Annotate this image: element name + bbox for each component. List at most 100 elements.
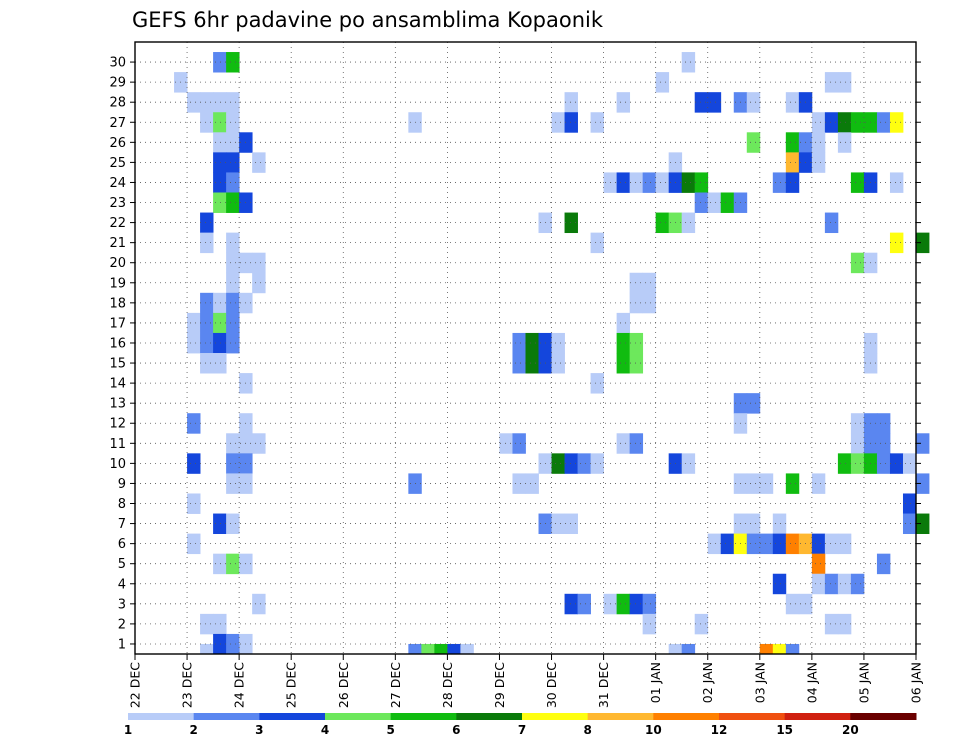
heatmap-cell [642, 593, 657, 615]
heatmap-cell [226, 192, 240, 213]
legend-swatch [390, 713, 457, 720]
y-axis: 1234567891011121314151617181920212223242… [109, 56, 921, 652]
heatmap-cell [187, 92, 201, 113]
heatmap-cell [213, 292, 227, 314]
heatmap-cell [616, 172, 631, 193]
heatmap-cell [681, 52, 696, 73]
heatmap-cell [551, 453, 565, 474]
heatmap-cell [785, 643, 800, 655]
heatmap-cell [226, 332, 240, 354]
heatmap-cell [525, 332, 539, 354]
legend-label: 10 [645, 723, 662, 737]
heatmap-cell [616, 92, 631, 113]
y-tick-label: 12 [109, 417, 126, 432]
x-tick-label: 06 JAN [909, 662, 924, 703]
heatmap-cell [226, 232, 240, 254]
heatmap-cell [213, 353, 227, 374]
heatmap-cell [824, 112, 839, 133]
heatmap-cell [811, 553, 826, 575]
heatmap-cell [850, 252, 865, 274]
heatmap-cell [213, 312, 227, 334]
heatmap-cell [876, 553, 891, 575]
heatmap-cell [213, 92, 227, 113]
y-tick-label: 28 [109, 96, 126, 111]
heatmap-cell [850, 453, 865, 474]
x-tick-label: 04 JAN [804, 662, 819, 703]
heatmap-cell [902, 513, 917, 535]
heatmap-cell [187, 413, 201, 434]
heatmap-cell [681, 453, 696, 474]
y-tick-label: 23 [109, 196, 126, 211]
heatmap-cell [200, 232, 214, 254]
legend-label: 12 [711, 723, 728, 737]
heatmap-cell [759, 643, 774, 655]
heatmap-cell [889, 453, 904, 474]
heatmap-cell [837, 573, 852, 595]
heatmap-cell [564, 112, 578, 133]
legend-swatch [522, 713, 589, 720]
heatmap-cell [512, 332, 526, 354]
legend-label: 6 [452, 723, 460, 737]
y-tick-label: 27 [109, 116, 126, 131]
heatmap-cell [837, 533, 852, 555]
heatmap-cell [785, 132, 800, 153]
x-tick-label: 22 DEC [128, 662, 143, 708]
heatmap-cell [213, 513, 227, 535]
heatmap-cell [590, 112, 604, 133]
heatmap-cell [642, 292, 657, 314]
heatmap-cell [916, 232, 930, 254]
heatmap-cells [174, 52, 930, 655]
heatmap-cell [512, 433, 526, 454]
heatmap-cell [655, 212, 670, 234]
heatmap-cell [226, 272, 240, 294]
heatmap-cell [850, 573, 865, 595]
heatmap-cell [252, 252, 266, 274]
heatmap-cell [629, 353, 644, 374]
heatmap-cell [226, 473, 240, 494]
heatmap-cell [811, 473, 826, 494]
y-tick-label: 8 [118, 497, 126, 512]
heatmap-cell [681, 212, 696, 234]
chart-title: GEFS 6hr padavine po ansamblima Kopaonik [132, 8, 604, 32]
heatmap-cell [226, 92, 240, 113]
y-tick-label: 3 [118, 597, 126, 612]
heatmap-cell [720, 192, 735, 213]
heatmap-cell [837, 132, 852, 153]
heatmap-cell [772, 172, 787, 193]
heatmap-cell [200, 92, 214, 113]
heatmap-cell [213, 112, 227, 133]
heatmap-cell [824, 212, 839, 234]
y-tick-label: 20 [109, 256, 126, 271]
legend-label: 20 [842, 723, 859, 737]
heatmap-cell [187, 493, 201, 514]
y-tick-label: 24 [109, 176, 126, 191]
x-tick-label: 23 DEC [180, 662, 195, 708]
heatmap-cell [629, 433, 644, 454]
x-axis: 22 DEC 23 DEC 24 DEC 25 DEC 26 DEC 27 DEC 28 D… [128, 654, 924, 708]
x-tick-label: 01 JAN [648, 662, 663, 703]
heatmap-cell [200, 332, 214, 354]
heatmap-cell [421, 643, 435, 655]
y-tick-label: 6 [118, 537, 126, 552]
heatmap-cell [746, 473, 761, 494]
heatmap-cell [759, 473, 774, 494]
heatmap-cell [811, 152, 826, 173]
y-tick-label: 22 [109, 216, 126, 231]
heatmap-cell [564, 513, 578, 535]
heatmap-cell [525, 353, 539, 374]
heatmap-cell [187, 533, 201, 555]
x-tick-label: 30 DEC [544, 662, 559, 708]
heatmap-cell [759, 533, 774, 555]
heatmap-cell [707, 533, 722, 555]
heatmap-cell [694, 172, 709, 193]
x-tick-label: 26 DEC [336, 662, 351, 708]
heatmap-cell [850, 172, 865, 193]
legend-swatch [653, 713, 720, 720]
heatmap-cell [564, 593, 578, 615]
heatmap-cell [720, 533, 735, 555]
heatmap-cell [213, 152, 227, 173]
heatmap-cell [850, 112, 865, 133]
heatmap-cell [512, 473, 526, 494]
heatmap-cell [252, 593, 266, 615]
heatmap-cell [577, 593, 591, 615]
